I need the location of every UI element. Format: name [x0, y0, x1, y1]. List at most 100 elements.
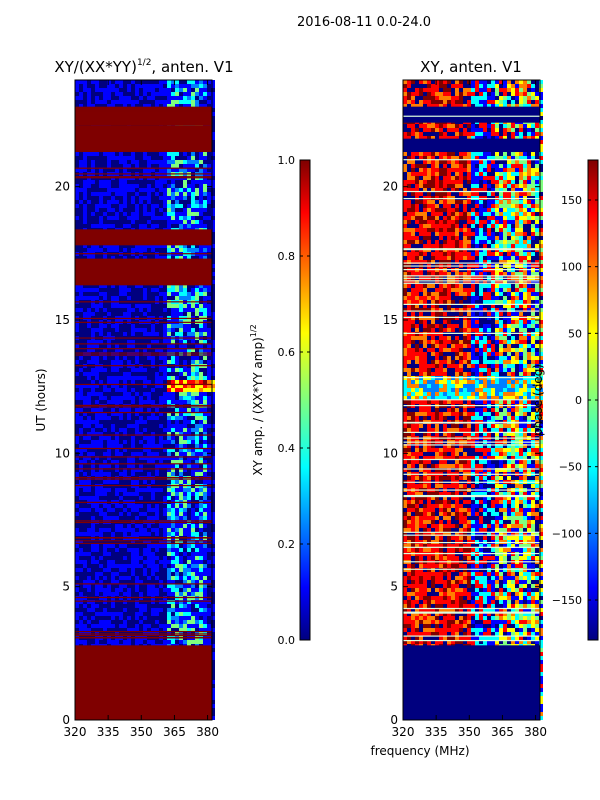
heatmap-cell	[99, 180, 103, 184]
heatmap-cell	[171, 480, 175, 484]
heatmap-cell	[99, 568, 103, 572]
heatmap-cell	[135, 440, 139, 444]
heatmap-cell	[83, 444, 87, 448]
heatmap-cell	[163, 552, 167, 556]
heatmap-cell	[127, 640, 131, 644]
heatmap-cell	[203, 332, 207, 336]
heatmap-cell	[195, 640, 199, 644]
heatmap-cell	[95, 488, 99, 492]
heatmap-cell	[183, 492, 187, 496]
heatmap-cell	[123, 468, 127, 472]
heatmap-cell	[131, 464, 135, 468]
heatmap-cell	[163, 588, 167, 592]
heatmap-cell	[211, 236, 215, 240]
heatmap-cell	[83, 164, 87, 168]
heatmap-cell	[111, 388, 115, 392]
heatmap-cell	[147, 80, 151, 84]
heatmap-cell	[95, 464, 99, 468]
heatmap-cell	[155, 156, 159, 160]
heatmap-cell	[115, 488, 119, 492]
heatmap-cell	[187, 340, 191, 344]
heatmap-cell	[199, 348, 203, 352]
heatmap-cell	[179, 248, 183, 252]
heatmap-cell	[151, 392, 155, 396]
heatmap-cell	[211, 488, 215, 492]
heatmap-cell	[87, 472, 91, 476]
heatmap-cell	[75, 220, 79, 224]
heatmap-cell	[151, 444, 155, 448]
heatmap-cell	[75, 544, 79, 548]
heatmap-cell	[103, 604, 107, 608]
heatmap-cell	[179, 308, 183, 312]
heatmap-cell	[199, 612, 203, 616]
heatmap-cell	[135, 356, 139, 360]
heatmap-cell	[87, 392, 91, 396]
heatmap-cell	[163, 360, 167, 364]
heatmap-cell	[75, 92, 79, 96]
heatmap-cell	[167, 84, 171, 88]
heatmap-cell	[211, 472, 215, 476]
heatmap-cell	[87, 412, 91, 416]
heatmap-cell	[175, 164, 179, 168]
heatmap-cell	[179, 80, 183, 84]
heatmap-cell	[115, 208, 119, 212]
heatmap-cell	[115, 612, 119, 616]
heatmap-cell	[211, 172, 215, 176]
heatmap-cell	[207, 352, 211, 356]
heatmap-cell	[203, 160, 207, 164]
heatmap-cell	[203, 284, 207, 288]
heatmap-cell	[159, 80, 163, 84]
heatmap-cell	[175, 416, 179, 420]
heatmap-cell	[167, 256, 171, 260]
heatmap-cell	[187, 200, 191, 204]
heatmap-cell	[127, 216, 131, 220]
heatmap-cell	[111, 412, 115, 416]
heatmap-cell	[99, 248, 103, 252]
heatmap-cell	[91, 580, 95, 584]
heatmap-cell	[79, 544, 83, 548]
heatmap-cell	[199, 600, 203, 604]
heatmap-cell	[79, 340, 83, 344]
heatmap-cell	[167, 288, 171, 292]
heatmap-cell	[123, 608, 127, 612]
heatmap-cell	[99, 288, 103, 292]
heatmap-cell	[175, 384, 179, 388]
heatmap-cell	[135, 628, 139, 632]
heatmap-cell	[147, 216, 151, 220]
heatmap-cell	[119, 292, 123, 296]
heatmap-cell	[127, 460, 131, 464]
heatmap-cell	[183, 216, 187, 220]
heatmap-cell	[83, 592, 87, 596]
heatmap-cell	[163, 224, 167, 228]
heatmap-cell	[131, 512, 135, 516]
heatmap-cell	[163, 340, 167, 344]
heatmap-cell	[87, 224, 91, 228]
heatmap-cell	[175, 424, 179, 428]
heatmap-cell	[131, 572, 135, 576]
heatmap-cell	[115, 152, 119, 156]
heatmap-cell	[155, 488, 159, 492]
heatmap-cell	[75, 332, 79, 336]
heatmap-cell	[203, 508, 207, 512]
heatmap-cell	[203, 620, 207, 624]
heatmap-cell	[207, 552, 211, 556]
heatmap-cell	[179, 568, 183, 572]
heatmap-cell	[151, 540, 155, 544]
heatmap-cell	[103, 152, 107, 156]
heatmap-cell	[159, 488, 163, 492]
heatmap-cell	[155, 248, 159, 252]
heatmap-cell	[79, 296, 83, 300]
heatmap-cell	[83, 380, 87, 384]
heatmap-cell	[75, 392, 79, 396]
heatmap-cell	[199, 576, 203, 580]
heatmap-cell	[163, 184, 167, 188]
heatmap-cell	[87, 304, 91, 308]
heatmap-cell	[175, 160, 179, 164]
heatmap-cell	[171, 156, 175, 160]
heatmap-cell	[183, 84, 187, 88]
heatmap-cell	[123, 428, 127, 432]
heatmap-cell	[199, 608, 203, 612]
heatmap-cell	[163, 392, 167, 396]
heatmap-cell	[131, 372, 135, 376]
heatmap-cell	[107, 96, 111, 100]
